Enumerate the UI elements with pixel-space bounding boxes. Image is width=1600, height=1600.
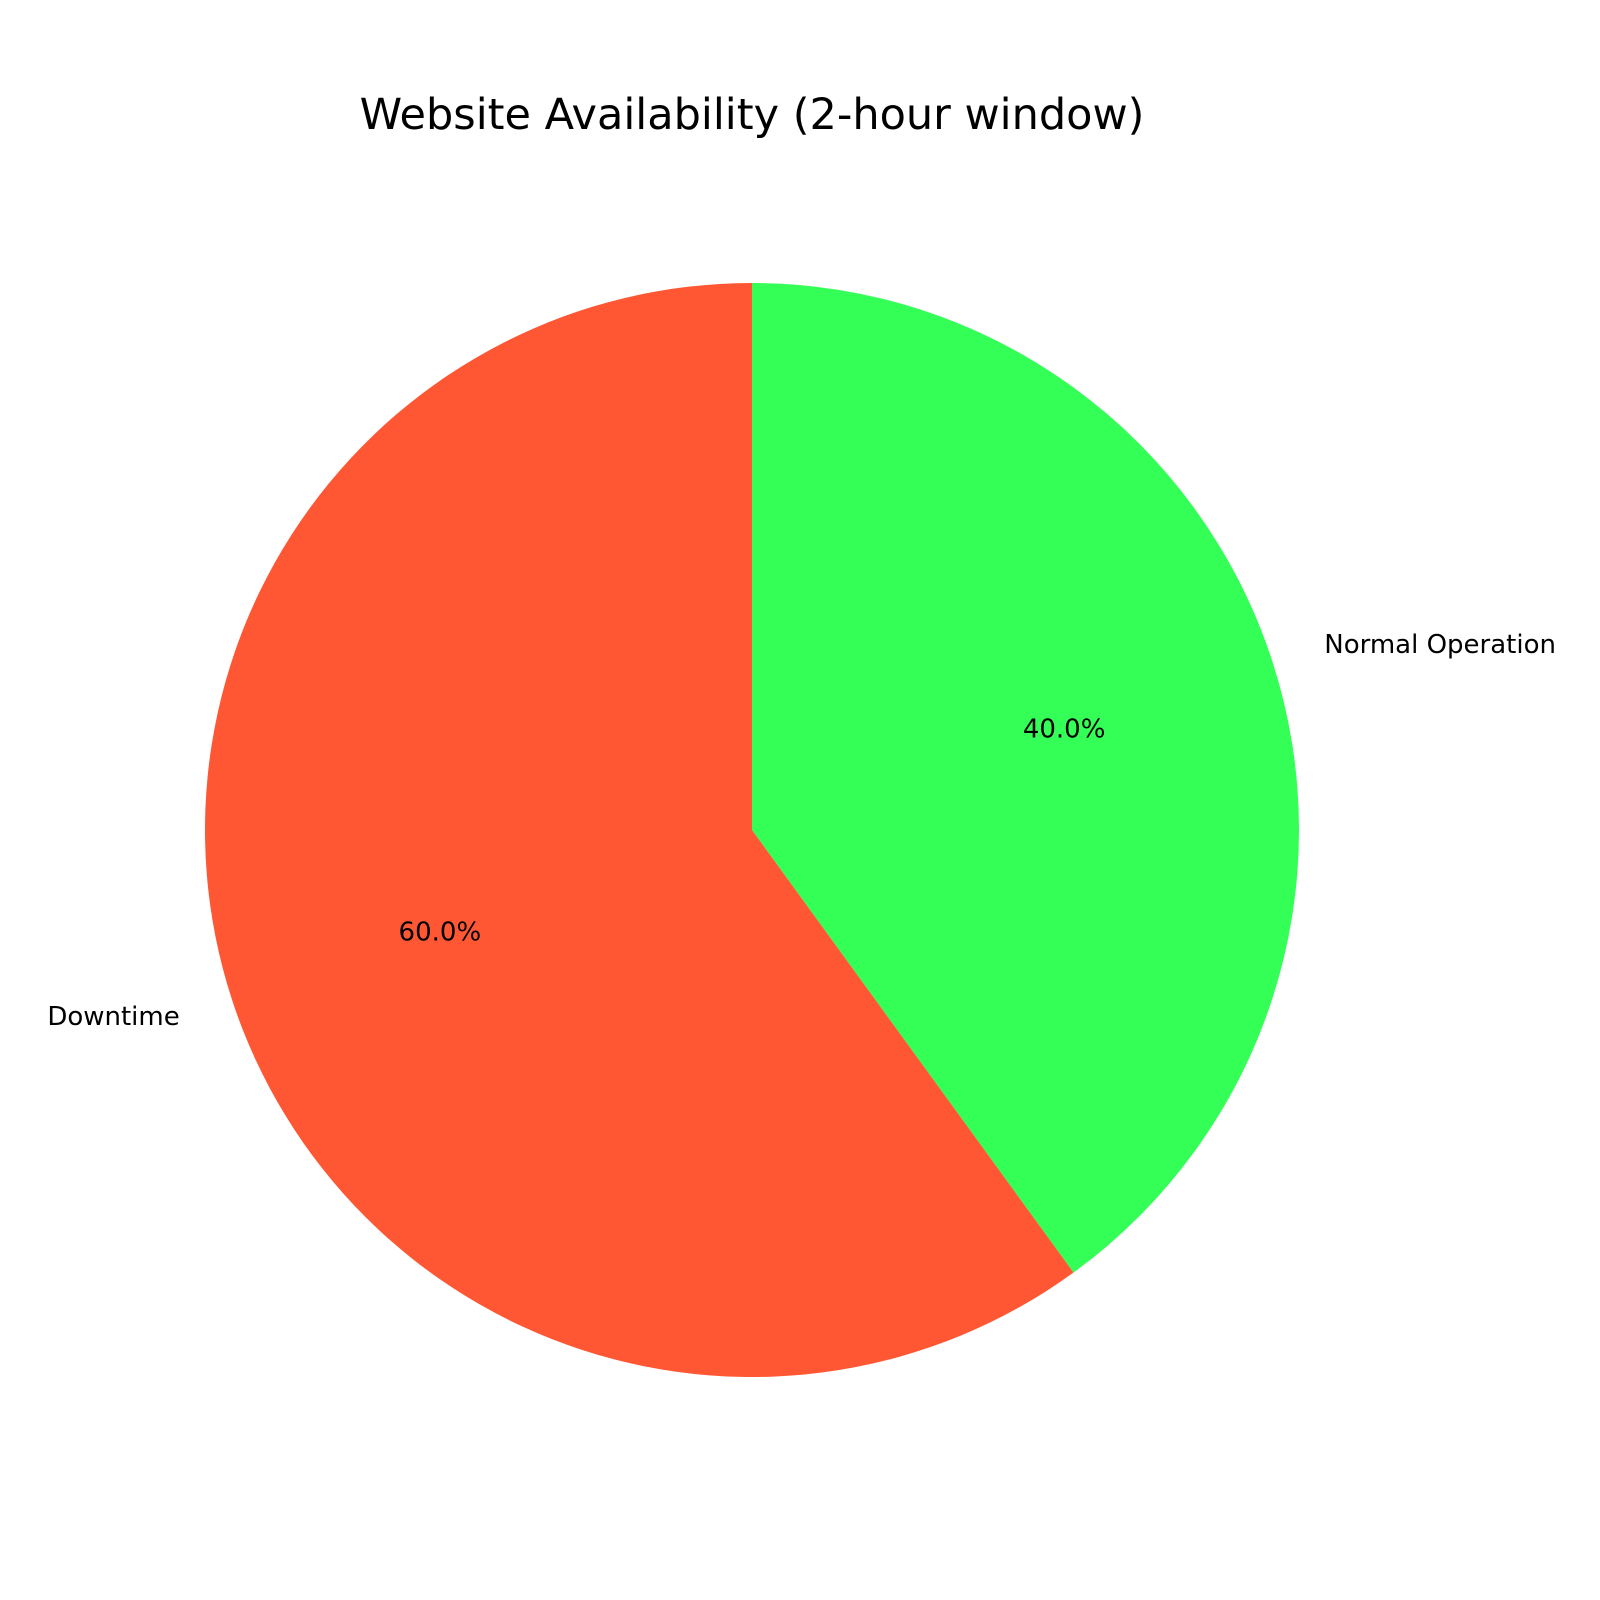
pie-category-label: Downtime — [47, 1002, 179, 1032]
pie-category-label: Normal Operation — [1324, 630, 1556, 660]
pie-labels: 40.0% Normal Operation 60.0% Downtime — [47, 630, 1556, 1032]
pie-percent-label: 40.0% — [1023, 715, 1106, 745]
chart-title: Website Availability (2-hour window) — [360, 90, 1145, 140]
pie-slices — [205, 283, 1300, 1377]
pie-slice-normal-operation — [752, 283, 1300, 1273]
pie-slice-downtime — [205, 283, 1074, 1377]
pie-percent-label: 60.0% — [399, 917, 482, 947]
